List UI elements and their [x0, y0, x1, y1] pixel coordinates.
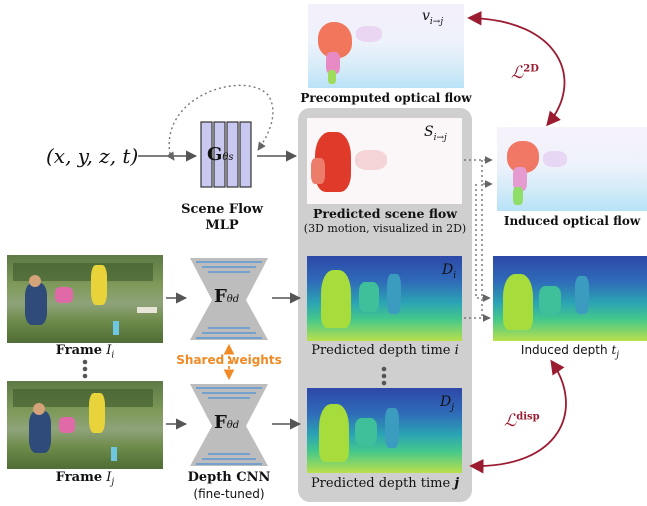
mlp-title: Scene Flow MLP — [181, 202, 263, 233]
frame-j-caption: Frame Ij — [55, 470, 115, 488]
induced-flow-image — [497, 127, 647, 211]
cnn-title: Depth CNN (fine-tuned) — [187, 470, 271, 501]
input-coordinates-label: (x, y, z, t) — [46, 144, 139, 168]
depth-j-caption: Predicted depth time j — [310, 476, 460, 491]
depth-i-image — [307, 256, 462, 341]
mlp-recurrent-loop — [168, 84, 274, 155]
scene-flow-mlp-block — [200, 121, 252, 188]
loss-2d-arc — [467, 11, 566, 127]
loss-2d-label: ℒ2D — [511, 63, 539, 83]
scene-flow-caption: Predicted scene flow (3D motion, visuali… — [303, 206, 467, 235]
shared-weights-label: Shared weights — [176, 353, 282, 367]
cnn-bottom-symbol: Fθd — [214, 412, 240, 433]
depth-j-tag: Dj — [440, 394, 455, 413]
frame-j-image — [7, 381, 163, 469]
predicted-scene-flow-image — [307, 118, 462, 204]
depth-ellipsis — [381, 366, 387, 386]
depth-j-image — [307, 388, 462, 473]
scene-flow-var: Si→j — [424, 124, 447, 143]
precomputed-flow-caption: Precomputed optical flow — [300, 91, 472, 105]
depth-i-tag: Di — [442, 262, 457, 281]
dotted-arrows-to-induced — [464, 156, 493, 322]
induced-flow-caption: Induced optical flow — [503, 214, 641, 228]
frame-i-image — [7, 255, 163, 343]
induced-depth-image — [493, 256, 647, 341]
loss-disp-arc — [469, 359, 567, 474]
depth-cnn-top-block — [190, 258, 268, 340]
frames-ellipsis — [82, 359, 88, 379]
loss-disp-label: ℒdisp — [504, 411, 540, 431]
frame-i-caption: Frame Ii — [55, 343, 115, 361]
mlp-symbol: Gθs — [207, 144, 234, 165]
depth-i-caption: Predicted depth time i — [311, 343, 459, 358]
depth-cnn-bottom-block — [190, 384, 268, 466]
induced-depth-caption: Induced depth tj — [520, 343, 620, 361]
cnn-top-symbol: Fθd — [214, 286, 240, 307]
precomputed-flow-var: vi→j — [422, 8, 444, 27]
precomputed-flow-image — [308, 4, 464, 88]
